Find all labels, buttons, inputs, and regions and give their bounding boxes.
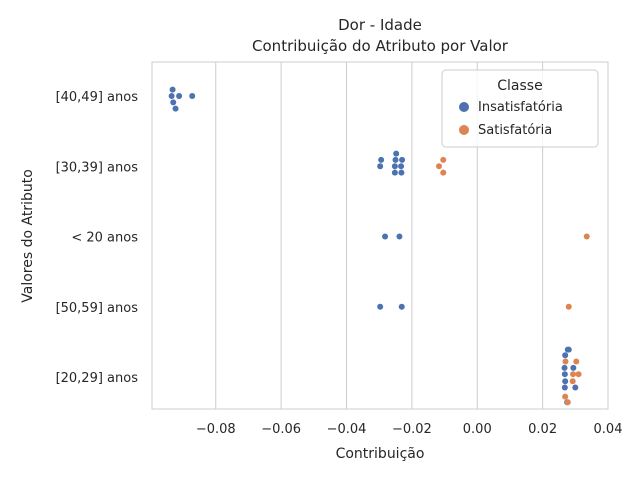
x-tick-label: 0.00: [463, 422, 492, 437]
data-point-insatisfatoria: [562, 352, 569, 359]
data-point-satisfatoria: [562, 358, 569, 365]
data-point-insatisfatoria: [572, 384, 579, 391]
data-point-insatisfatoria: [391, 163, 398, 170]
legend-title: Classe: [497, 78, 542, 94]
data-point-insatisfatoria: [561, 371, 568, 378]
data-point-insatisfatoria: [176, 93, 183, 99]
data-point-satisfatoria: [564, 399, 571, 406]
data-point-satisfatoria: [575, 371, 582, 378]
y-tick-label: [50,59] anos: [56, 301, 139, 316]
data-point-insatisfatoria: [396, 233, 403, 240]
x-tick-label: −0.06: [261, 422, 301, 437]
data-point-insatisfatoria: [561, 364, 568, 371]
y-axis-ticks: [40,49] anos [30,39] anos < 20 anos [50,59]…: [56, 90, 139, 386]
y-tick-label: [40,49] anos: [56, 90, 139, 105]
legend-marker-insatisfatoria: [459, 102, 469, 112]
x-tick-label: −0.04: [327, 422, 367, 437]
x-tick-label: 0.02: [528, 422, 557, 437]
data-point-insatisfatoria: [377, 163, 384, 170]
data-point-insatisfatoria: [382, 233, 389, 240]
data-point-satisfatoria: [440, 169, 447, 176]
data-point-satisfatoria: [440, 156, 447, 163]
legend: Classe Insatisfatória Satisfatória: [441, 69, 599, 148]
data-point-insatisfatoria: [392, 156, 399, 163]
data-points: [168, 86, 590, 406]
data-point-insatisfatoria: [561, 384, 568, 391]
data-point-insatisfatoria: [377, 303, 384, 310]
data-point-insatisfatoria: [170, 99, 177, 106]
legend-box: [441, 69, 599, 148]
data-point-insatisfatoria: [172, 105, 179, 112]
data-point-insatisfatoria: [189, 93, 196, 99]
chart-title: Dor - Idade: [338, 16, 422, 34]
data-point-satisfatoria: [569, 378, 576, 385]
data-point-insatisfatoria: [399, 156, 406, 163]
y-tick-label: [20,29] anos: [56, 371, 139, 386]
data-point-insatisfatoria: [398, 303, 405, 310]
y-axis-label: Valores do Atributo: [20, 169, 36, 303]
data-point-insatisfatoria: [391, 169, 398, 176]
legend-label-satisfatoria: Satisfatória: [478, 123, 552, 138]
data-point-insatisfatoria: [398, 169, 405, 176]
data-point-satisfatoria: [570, 371, 577, 378]
plot-frame: [151, 61, 609, 410]
data-point-satisfatoria: [436, 163, 443, 170]
data-point-insatisfatoria: [562, 378, 569, 385]
data-point-satisfatoria: [583, 233, 590, 240]
x-axis-label: Contribuição: [336, 446, 425, 462]
data-point-insatisfatoria: [169, 86, 176, 93]
x-tick-label: 0.04: [594, 422, 623, 437]
data-point-insatisfatoria: [393, 150, 400, 157]
data-point-satisfatoria: [565, 303, 572, 310]
y-tick-label: < 20 anos: [71, 231, 138, 246]
data-point-insatisfatoria: [570, 364, 577, 371]
data-point-insatisfatoria: [564, 346, 571, 353]
y-tick-label: [30,39] anos: [56, 160, 139, 175]
data-point-insatisfatoria: [378, 156, 385, 163]
x-tick-label: −0.02: [392, 422, 432, 437]
x-axis-ticks: −0.08 −0.06 −0.04 −0.02 0.00 0.02 0.04: [196, 422, 623, 437]
data-point-satisfatoria: [562, 393, 569, 400]
data-point-insatisfatoria: [398, 163, 405, 170]
chart-subtitle: Contribuição do Atributo por Valor: [252, 37, 509, 55]
x-tick-label: −0.08: [196, 422, 236, 437]
data-point-satisfatoria: [573, 358, 580, 365]
data-point-insatisfatoria: [168, 93, 175, 99]
legend-marker-satisfatoria: [459, 125, 469, 135]
legend-label-insatisfatoria: Insatisfatória: [478, 100, 563, 115]
